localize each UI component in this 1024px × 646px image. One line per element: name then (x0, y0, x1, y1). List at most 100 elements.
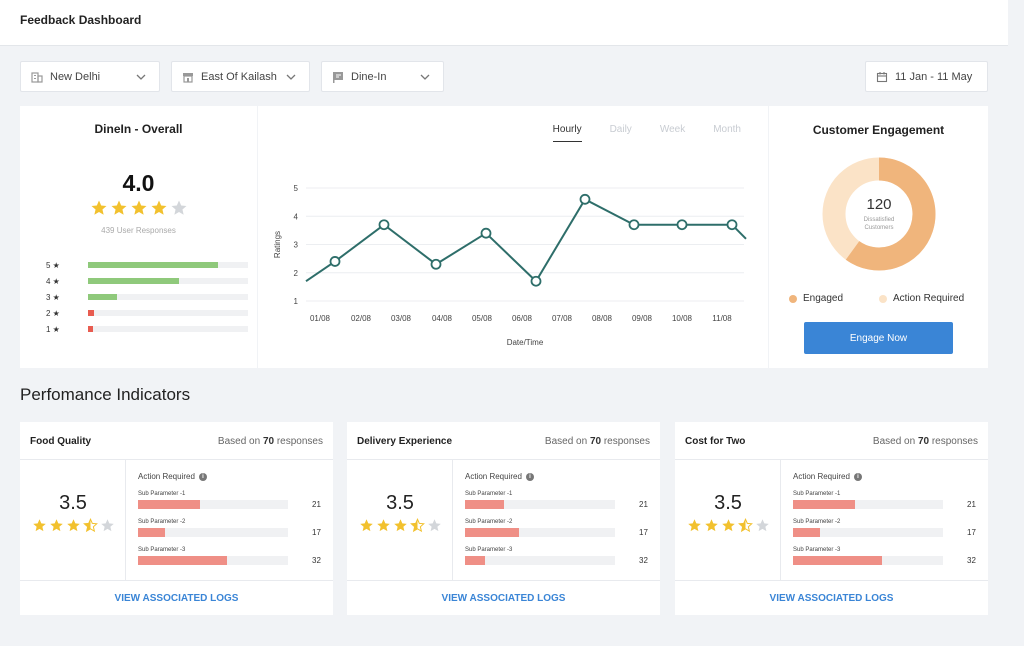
rating-bar-track (88, 294, 248, 300)
rating-distribution-row: 2 ★ (46, 308, 256, 318)
sub-parameter-value: 21 (312, 500, 321, 509)
sub-parameter-bar-fill (793, 556, 882, 565)
rating-bar-track (88, 310, 248, 316)
tab-daily[interactable]: Daily (609, 124, 632, 135)
y-tick-label: 4 (294, 212, 299, 221)
sub-parameter-bar-track (465, 528, 615, 537)
sub-parameter-bar-fill (138, 500, 200, 509)
x-tick-label: 04/08 (432, 314, 453, 323)
view-associated-logs-link[interactable]: VIEW ASSOCIATED LOGS (675, 580, 988, 615)
overall-score: 4.0 (122, 170, 155, 196)
page-title: Feedback Dashboard (20, 13, 142, 27)
tab-week[interactable]: Week (659, 124, 686, 135)
sub-parameter-bar-fill (465, 528, 519, 537)
sub-parameter-row: Sub Parameter -3 32 (138, 547, 328, 571)
star-filled-icon (49, 519, 63, 532)
indicator-title: Delivery Experience (357, 436, 453, 447)
star-filled-icon (687, 519, 701, 532)
y-tick-label: 5 (294, 184, 299, 193)
sub-parameter-name: Sub Parameter -1 (793, 491, 841, 497)
info-icon[interactable]: i (853, 472, 862, 481)
overall-star-rating (20, 199, 257, 217)
indicator-title: Food Quality (30, 436, 92, 447)
star-half-icon (82, 518, 98, 533)
indicator-card-delivery-experience: Delivery Experience Based on 70 responses… (347, 422, 660, 615)
view-associated-logs-link[interactable]: VIEW ASSOCIATED LOGS (20, 580, 333, 615)
star-filled-icon (393, 519, 407, 532)
rating-level-label: 2 ★ (46, 308, 60, 318)
action-required-text: Action Required (138, 472, 195, 481)
sub-parameter-bar-track (138, 556, 288, 565)
info-icon[interactable]: i (198, 472, 207, 481)
star-empty-icon (427, 519, 441, 532)
engagement-donut-chart (822, 157, 936, 271)
y-tick-label: 2 (294, 269, 299, 278)
ratings-series-line (305, 197, 747, 283)
indicator-title: Cost for Two (685, 436, 746, 447)
based-on-prefix: Based on (217, 436, 263, 447)
sub-parameter-bar-fill (138, 556, 227, 565)
star-filled-icon (111, 200, 126, 215)
rating-distribution-row: 3 ★ (46, 292, 256, 302)
legend-dot-engaged (789, 294, 797, 303)
x-tick-label: 03/08 (391, 314, 412, 323)
info-icon[interactable]: i (525, 472, 534, 481)
indicator-header: Food Quality Based on 70 responses (20, 422, 333, 460)
sub-parameter-row: Sub Parameter -1 21 (793, 491, 983, 515)
indicator-score-panel: 3.5 (347, 460, 453, 580)
donut-segment-engaged (845, 157, 936, 271)
ratings-chart-card: Hourly Daily Week Month 1 2 3 4 5 Ratings Date… (258, 106, 768, 368)
indicator-star-rating (675, 518, 781, 533)
action-required-label: Action Required i (465, 472, 534, 481)
star-filled-icon (721, 519, 735, 532)
chevron-down-icon (420, 74, 430, 80)
sub-parameter-row: Sub Parameter -2 17 (793, 519, 983, 543)
sub-parameter-name: Sub Parameter -3 (138, 547, 186, 553)
sub-parameter-bar-track (138, 528, 288, 537)
based-on-count: 70 (917, 436, 930, 447)
based-on-suffix: responses (274, 436, 323, 447)
building-icon (31, 71, 43, 83)
x-tick-label: 05/08 (472, 314, 493, 323)
sub-parameter-bar-fill (793, 500, 855, 509)
sub-parameter-bar-track (793, 528, 943, 537)
sub-parameter-value: 32 (639, 556, 648, 565)
sub-parameter-value: 32 (312, 556, 321, 565)
view-associated-logs-link[interactable]: VIEW ASSOCIATED LOGS (347, 580, 660, 615)
star-filled-icon (704, 519, 718, 532)
x-tick-label: 07/08 (552, 314, 573, 323)
based-on-prefix: Based on (872, 436, 918, 447)
engage-now-button[interactable]: Engage Now (804, 322, 953, 354)
channel-filter-value: Dine-In (351, 70, 387, 83)
indicator-card-food-quality: Food Quality Based on 70 responses 3.5 Acti… (20, 422, 333, 615)
legend-label-action-required: Action Required (893, 293, 965, 304)
sub-parameter-bar-track (793, 500, 943, 509)
chevron-down-icon (286, 74, 296, 80)
action-required-text: Action Required (465, 472, 522, 481)
rating-distribution-row: 5 ★ (46, 260, 256, 270)
rating-bar-track (88, 326, 248, 332)
star-filled-icon (376, 519, 390, 532)
sub-parameter-bar-fill (138, 528, 165, 537)
city-filter-dropdown[interactable]: New Delhi (20, 61, 160, 92)
sub-parameter-row: Sub Parameter -1 21 (138, 491, 328, 515)
x-axis-label: Date/Time (507, 338, 544, 347)
area-filter-dropdown[interactable]: East Of Kailash (171, 61, 310, 92)
tab-month[interactable]: Month (713, 124, 741, 135)
sub-parameter-row: Sub Parameter -2 17 (138, 519, 328, 543)
sub-parameter-bar-track (465, 556, 615, 565)
donut-hole (846, 181, 912, 247)
based-on-prefix: Based on (544, 436, 590, 447)
tab-hourly[interactable]: Hourly (552, 124, 582, 142)
customer-engagement-card: Customer Engagement 120 Dissatisfied Cus… (769, 106, 988, 368)
sub-parameter-name: Sub Parameter -3 (465, 547, 513, 553)
x-tick-label: 02/08 (351, 314, 372, 323)
rating-bar-fill (88, 310, 95, 316)
data-point (530, 275, 542, 287)
channel-filter-dropdown[interactable]: Dine-In (321, 61, 444, 92)
sub-parameter-name: Sub Parameter -2 (793, 519, 841, 525)
star-filled-icon (359, 519, 373, 532)
user-responses-count: 439 User Responses (101, 226, 176, 235)
date-range-picker[interactable]: 11 Jan - 11 May (865, 61, 988, 92)
sub-parameter-row: Sub Parameter -3 32 (793, 547, 983, 571)
